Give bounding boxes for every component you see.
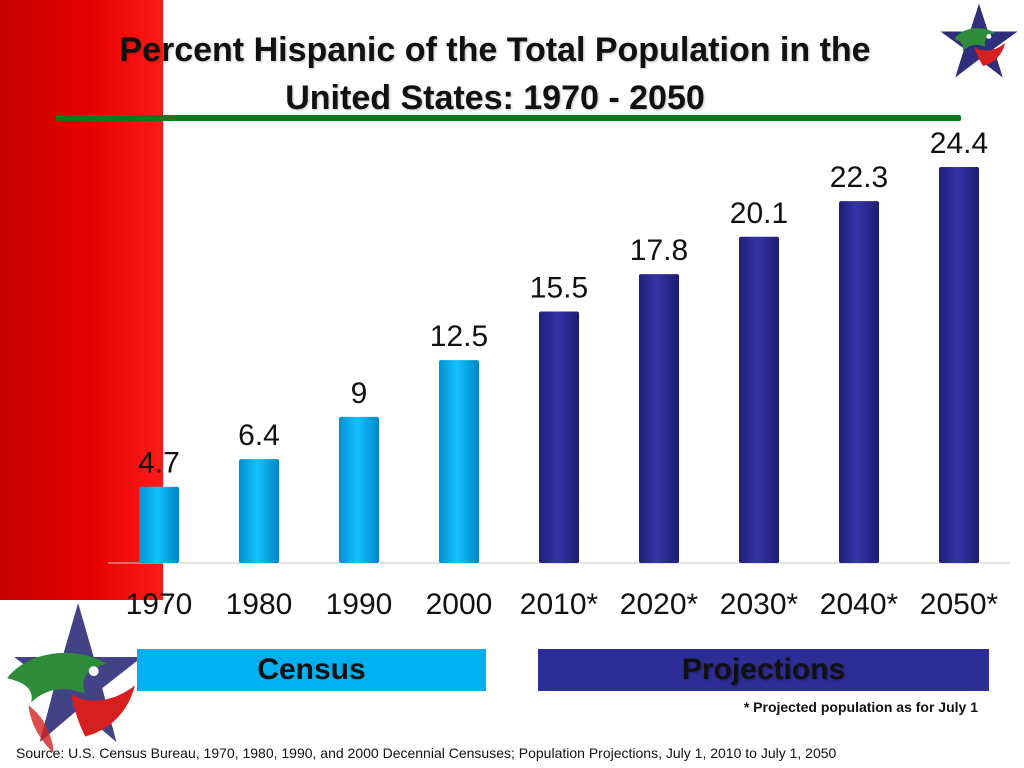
bar-1970 xyxy=(139,486,179,563)
bar-2040-projected xyxy=(839,201,879,563)
bar-1990 xyxy=(339,416,379,563)
projection-footnote: * Projected population as for July 1 xyxy=(743,699,978,715)
x-tick-label: 2050* xyxy=(920,588,999,621)
data-label: 24.4 xyxy=(930,127,988,160)
data-label: 12.5 xyxy=(430,320,488,353)
x-tick-label: 2020* xyxy=(620,588,699,621)
bar-2010-projected xyxy=(539,311,579,563)
star-eagle-logo-icon xyxy=(940,3,1018,78)
x-tick-label: 1990 xyxy=(326,588,393,621)
data-label: 15.5 xyxy=(530,271,588,304)
bar-1980 xyxy=(239,459,279,563)
data-label: 20.1 xyxy=(730,197,788,230)
chart-title-line-2: United States: 1970 - 2050 xyxy=(285,79,705,117)
x-tick-label: 1980 xyxy=(226,588,293,621)
red-side-band xyxy=(0,0,163,600)
x-tick-label: 2010* xyxy=(520,588,599,621)
chart-title: Percent Hispanic of the Total Population… xyxy=(40,26,950,122)
bar-2050-projected xyxy=(939,167,979,563)
legend-census: Census xyxy=(137,649,486,691)
bar-chart: 4.7 1970 6.4 1980 9 1990 12.5 2000 15.5 2010* 17.8… xyxy=(108,127,1010,621)
data-label: 6.4 xyxy=(238,419,280,452)
data-label: 9 xyxy=(351,377,368,410)
star-eagle-watermark-icon xyxy=(7,602,142,754)
data-label: 17.8 xyxy=(630,234,688,267)
legend-census-label: Census xyxy=(257,653,366,686)
legend-projections: Projections xyxy=(538,649,989,691)
title-underline xyxy=(56,115,961,121)
x-tick-label: 2000 xyxy=(426,588,493,621)
data-label: 22.3 xyxy=(830,161,888,194)
data-label: 4.7 xyxy=(138,447,180,480)
bar-2000 xyxy=(439,360,479,563)
x-tick-label: 1970 xyxy=(126,588,193,621)
chart-title-line-1: Percent Hispanic of the Total Population… xyxy=(119,31,871,69)
source-note: Source: U.S. Census Bureau, 1970, 1980, … xyxy=(16,745,837,761)
bar-2020-projected xyxy=(639,274,679,563)
x-tick-label: 2040* xyxy=(820,588,899,621)
x-tick-label: 2030* xyxy=(720,588,799,621)
bar-2030-projected xyxy=(739,236,779,564)
legend-projections-label: Projections xyxy=(681,653,846,686)
